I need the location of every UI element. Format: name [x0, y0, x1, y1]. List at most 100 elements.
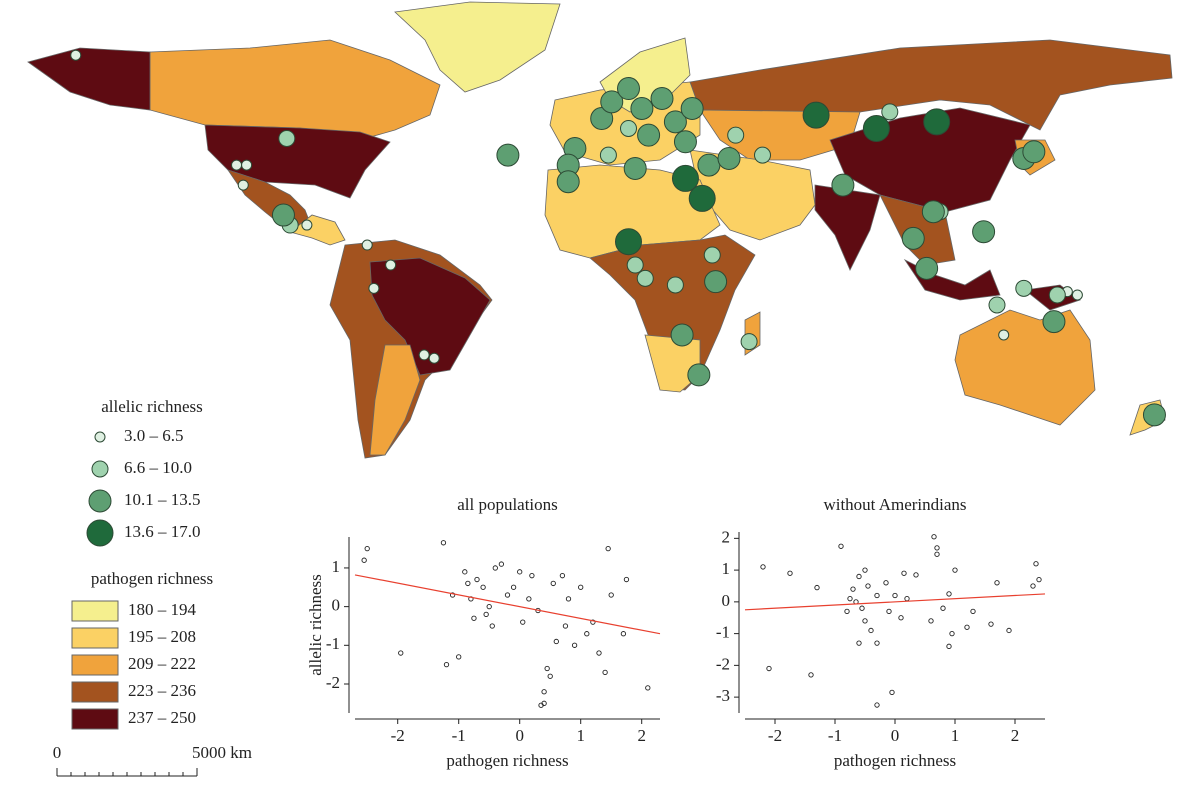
point: [645, 685, 651, 691]
population: [704, 270, 728, 294]
legend-label: 195 – 208: [128, 627, 196, 646]
point: [1030, 583, 1036, 589]
region: [394, 1, 561, 93]
population: [278, 129, 296, 147]
x-tick-label: 0: [515, 726, 524, 745]
region: [369, 344, 421, 456]
point: [361, 557, 367, 563]
point: [964, 624, 970, 630]
point: [489, 623, 495, 629]
point: [456, 654, 462, 660]
scale-ticks: [56, 768, 198, 776]
chart-title: all populations: [457, 495, 558, 514]
legend-label: 10.1 – 13.5: [124, 490, 201, 509]
population: [754, 146, 771, 164]
point: [883, 580, 889, 586]
population: [671, 164, 699, 192]
point: [544, 665, 550, 672]
y-tick-label: -1: [326, 634, 340, 653]
point: [465, 580, 471, 587]
point: [474, 576, 480, 583]
world-map: [27, 1, 1173, 459]
point: [483, 611, 489, 618]
population: [237, 179, 249, 191]
point: [553, 638, 559, 645]
legends: allelic richness pathogen richness 3.0 –…: [71, 397, 213, 730]
legend-label: 6.6 – 10.0: [124, 458, 192, 477]
point: [931, 534, 937, 540]
point: [946, 643, 952, 649]
region: [27, 47, 151, 111]
region: [149, 39, 441, 141]
region: [204, 124, 391, 199]
point: [928, 618, 934, 624]
point: [398, 650, 404, 656]
point: [559, 573, 566, 579]
population: [70, 49, 82, 61]
point: [565, 596, 572, 602]
legend-swatch: [71, 654, 119, 676]
population: [231, 159, 243, 171]
x-axis-label: pathogen richness: [834, 751, 956, 770]
point: [547, 673, 553, 679]
x-tick-label: 1: [951, 726, 960, 745]
point: [856, 640, 862, 646]
population: [862, 114, 890, 142]
population: [368, 282, 380, 294]
y-axis-label: allelic richness: [306, 574, 325, 676]
point: [814, 584, 820, 591]
region: [903, 258, 1001, 301]
population: [697, 153, 721, 177]
legend-label: 13.6 – 17.0: [124, 522, 201, 541]
population: [241, 159, 253, 171]
point: [1036, 576, 1042, 583]
legend-title: allelic richness: [101, 397, 203, 416]
point: [498, 561, 505, 567]
point: [988, 621, 994, 627]
population: [637, 123, 661, 147]
point: [844, 608, 850, 615]
point: [364, 545, 370, 552]
legend-swatch: [71, 681, 119, 703]
population: [1071, 289, 1083, 301]
population: [802, 101, 830, 129]
legend-swatch: [71, 708, 119, 730]
point: [904, 596, 910, 602]
point: [596, 650, 602, 656]
point: [874, 640, 880, 646]
point: [440, 540, 447, 546]
x-axis-label: pathogen richness: [446, 751, 568, 770]
population: [831, 173, 855, 197]
legend-symbol: [88, 489, 112, 513]
point: [970, 608, 976, 615]
population: [1142, 403, 1166, 427]
point: [608, 592, 614, 598]
point: [892, 592, 898, 599]
point: [471, 615, 477, 621]
population: [428, 352, 440, 364]
population: [673, 130, 697, 154]
population: [703, 246, 721, 264]
legend-swatch: [71, 627, 119, 649]
point: [462, 569, 468, 575]
point: [562, 623, 569, 629]
region: [369, 257, 491, 376]
y-tick-label: -3: [716, 686, 730, 705]
y-tick-label: -2: [326, 673, 340, 692]
population: [301, 219, 313, 231]
x-tick-label: 2: [637, 726, 646, 745]
point: [862, 567, 868, 573]
point: [859, 605, 865, 611]
point: [952, 567, 958, 573]
point: [760, 564, 766, 570]
point: [949, 630, 955, 637]
point: [529, 573, 535, 579]
scale-label: 5000 km: [192, 743, 252, 762]
point: [541, 689, 547, 695]
point: [571, 642, 578, 648]
population: [727, 126, 745, 144]
point: [526, 596, 532, 602]
point: [994, 580, 1000, 586]
population: [687, 363, 711, 387]
point: [510, 584, 517, 590]
